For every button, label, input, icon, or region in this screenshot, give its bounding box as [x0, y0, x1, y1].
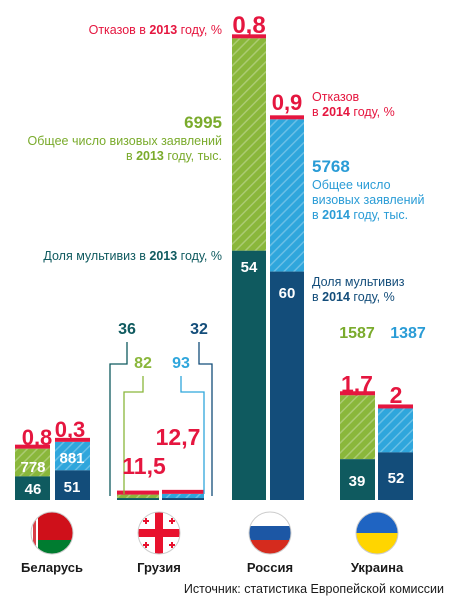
bar-belarus-2013-multivisa	[15, 476, 50, 500]
bar-russia-2013-multivisa	[232, 250, 266, 500]
value-label-russia-ref2014: 0,9	[272, 90, 303, 115]
bar-hatch-russia-2013	[232, 38, 266, 251]
value-label-georgia-apps2013: 82	[134, 355, 152, 372]
value-label-belarus-multi2014: 51	[64, 479, 81, 496]
georgia-flag-icon	[138, 512, 180, 554]
annotation-multi-2014-line2: в 2014 году, %	[312, 290, 395, 304]
annotation-multi-2014-line1: Доля мультивиз	[312, 275, 405, 289]
bar-hatch-belarus-2014	[55, 441, 90, 471]
callout-georgia-apps2014	[180, 376, 205, 494]
value-label-georgia-apps2014: 93	[172, 355, 190, 372]
annotation-multi-2013: Доля мультивиз в 2013 году, %	[43, 249, 222, 263]
value-label-russia-apps2014: 5768	[312, 157, 350, 176]
value-label-ukraine-ref2013: 1,7	[341, 371, 373, 397]
value-label-belarus-multi2013: 46	[25, 481, 42, 498]
bar-russia-2014-refusals-cap	[270, 115, 304, 120]
value-label-georgia-multi2014: 32	[190, 321, 208, 338]
bar-hatch-ukraine-2013	[340, 395, 375, 460]
ukraine-flag-rim	[355, 511, 399, 555]
bar-belarus-2013-refusals-cap	[15, 444, 50, 449]
bar-hatch-belarus-2013	[15, 448, 50, 477]
category-label-georgia: Грузия	[137, 560, 181, 575]
value-label-ukraine-apps2014: 1387	[390, 325, 426, 342]
callout-georgia-apps2013	[123, 376, 144, 494]
value-label-belarus-ref2013: 0,8	[22, 425, 53, 450]
bar-russia-2014-multivisa	[270, 271, 304, 500]
belarus-flag-rim	[30, 511, 74, 555]
value-label-georgia-multi2013: 36	[118, 321, 136, 338]
annotation-refusals-2013: Отказов в 2013 году, %	[89, 23, 222, 37]
bar-hatch-georgia-2013	[117, 494, 159, 499]
value-label-ukraine-apps2013: 1587	[339, 325, 375, 342]
bar-ukraine-2013-refusals-cap	[340, 391, 375, 396]
value-label-russia-ref2013: 0,8	[232, 12, 265, 39]
bar-georgia-2014-refusals-cap	[162, 489, 204, 494]
bar-ukraine-2014-multivisa	[378, 452, 413, 500]
source-note: Источник: статистика Европейской комисси…	[184, 582, 444, 596]
callout-georgia-multi2014	[198, 342, 213, 496]
georgia-flag-rim	[137, 511, 181, 555]
bar-russia-2013-refusals-cap	[232, 34, 266, 39]
russia-flag-icon	[249, 512, 291, 554]
annotation-apps-2013-line2: в 2013 году, тыс.	[126, 149, 222, 163]
bar-georgia-2013-refusals-cap	[117, 490, 159, 495]
bar-georgia-2013-multivisa	[117, 498, 159, 500]
bar-belarus-2014-multivisa	[55, 470, 90, 500]
annotation-refusals-2014-line1: Отказов	[312, 90, 360, 104]
ukraine-flag-icon	[356, 512, 398, 554]
callout-georgia-multi2013	[109, 342, 128, 496]
bar-belarus-2014-refusals-cap	[55, 437, 90, 442]
bar-hatch-georgia-2014	[162, 493, 204, 499]
annotation-refusals-2014-line2: в 2014 году, %	[312, 105, 395, 119]
category-label-belarus: Беларусь	[21, 560, 83, 575]
value-label-georgia-ref2014: 12,7	[156, 424, 201, 450]
annotation-apps-2014-line2: визовых заявлений	[312, 193, 424, 207]
category-label-ukraine: Украина	[351, 560, 404, 575]
value-label-russia-multi2014: 60	[279, 285, 296, 302]
bar-ukraine-2013-multivisa	[340, 459, 375, 500]
bar-georgia-2014-multivisa	[162, 498, 204, 500]
value-label-ukraine-ref2014: 2	[390, 382, 403, 408]
value-label-russia-apps2013: 6995	[184, 113, 222, 132]
category-label-russia: Россия	[247, 560, 293, 575]
value-label-ukraine-multi2014: 52	[388, 470, 405, 487]
value-label-ukraine-multi2013: 39	[349, 473, 366, 490]
value-label-belarus-apps2013: 778	[20, 459, 45, 476]
value-labels: 0,8 0,3 778 881 46 51 36 32 82 93 11,5 1…	[20, 12, 425, 498]
value-label-russia-multi2013: 54	[241, 259, 258, 276]
annotation-apps-2013-line1: Общее число визовых заявлений	[28, 134, 222, 148]
bars-layer	[15, 34, 413, 500]
bar-hatch-ukraine-2014	[378, 408, 413, 453]
annotation-apps-2014-line1: Общее число	[312, 178, 391, 192]
russia-flag-rim	[248, 511, 292, 555]
bar-ukraine-2014-refusals-cap	[378, 404, 413, 409]
annotation-apps-2014-line3: в 2014 году, тыс.	[312, 208, 408, 222]
value-label-belarus-apps2014: 881	[59, 450, 84, 467]
callout-lines	[109, 342, 213, 496]
value-label-belarus-ref2014: 0,3	[55, 417, 86, 442]
value-label-georgia-ref2013: 11,5	[122, 453, 166, 479]
bar-hatch-russia-2014	[270, 119, 304, 272]
